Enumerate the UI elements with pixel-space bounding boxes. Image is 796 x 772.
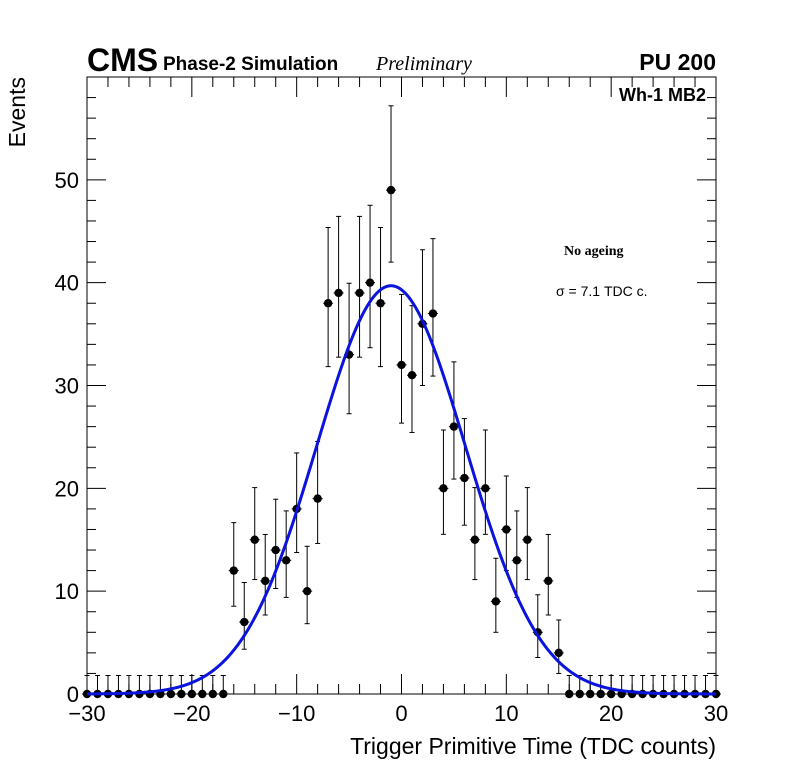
data-point	[575, 689, 584, 699]
data-point	[491, 597, 501, 606]
x-axis-title: Trigger Primitive Time (TDC counts)	[350, 733, 716, 759]
data-point	[355, 288, 364, 298]
data-point	[439, 484, 448, 493]
data-point	[449, 422, 459, 431]
experiment-label: CMS	[87, 42, 158, 78]
data-point	[512, 556, 522, 565]
sigma-annotation: σ = 7.1 TDC c.	[556, 283, 648, 299]
subtitle-label: Phase-2 Simulation	[163, 54, 338, 75]
data-point	[397, 360, 406, 370]
y-tick-label: 50	[55, 168, 79, 193]
scenario-annotation: No ageing	[564, 244, 624, 259]
data-point	[386, 185, 396, 195]
data-point	[187, 689, 197, 699]
data-point	[502, 525, 511, 534]
data-point	[586, 689, 595, 699]
y-axis-title: Events	[4, 77, 30, 147]
data-point	[470, 535, 480, 544]
data-point	[229, 566, 238, 575]
y-tick-label: 10	[55, 579, 79, 604]
x-axis: −30 −20 −10 0 10 20 30	[68, 77, 728, 726]
data-point	[323, 299, 333, 308]
data-point	[313, 494, 322, 503]
data-point	[523, 535, 532, 544]
data-point	[219, 689, 228, 699]
data-point	[407, 371, 417, 380]
data-point	[544, 576, 553, 586]
pileup-label: PU 200	[639, 49, 716, 75]
data-point	[596, 689, 605, 699]
data-point	[302, 586, 312, 596]
x-tick-label: 30	[704, 701, 728, 726]
region-label: Wh-1 MB2	[619, 85, 706, 105]
gaussian-fit-line	[86, 284, 716, 696]
data-point	[565, 689, 574, 699]
y-tick-label: 40	[55, 271, 79, 296]
data-point	[606, 689, 616, 699]
x-tick-label: −30	[68, 701, 105, 726]
data-point	[261, 576, 270, 586]
x-tick-label: −10	[278, 701, 315, 726]
data-point	[481, 484, 490, 493]
data-point	[376, 299, 385, 308]
data-point	[240, 617, 249, 627]
data-point	[365, 278, 375, 287]
x-tick-label: −20	[173, 701, 210, 726]
data-point	[271, 545, 280, 555]
x-tick-label: 20	[599, 701, 623, 726]
data-point	[281, 556, 291, 565]
data-point	[250, 535, 259, 544]
data-point	[208, 689, 217, 699]
data-point	[460, 473, 469, 483]
status-label: Preliminary	[375, 53, 472, 75]
data-point	[554, 648, 563, 658]
data-error-bars	[82, 105, 721, 695]
x-tick-label: 0	[395, 701, 407, 726]
y-tick-label: 30	[55, 374, 79, 399]
y-tick-label: 20	[55, 476, 79, 501]
y-axis: 0 10 20 30 40 50	[55, 76, 716, 707]
x-tick-label: 10	[494, 701, 518, 726]
y-tick-label: 0	[67, 682, 79, 707]
data-point	[428, 309, 438, 318]
data-point	[82, 689, 92, 699]
data-points	[82, 185, 721, 699]
data-point	[166, 689, 176, 699]
data-point	[177, 689, 186, 699]
data-point	[198, 689, 207, 699]
data-point	[334, 288, 343, 298]
